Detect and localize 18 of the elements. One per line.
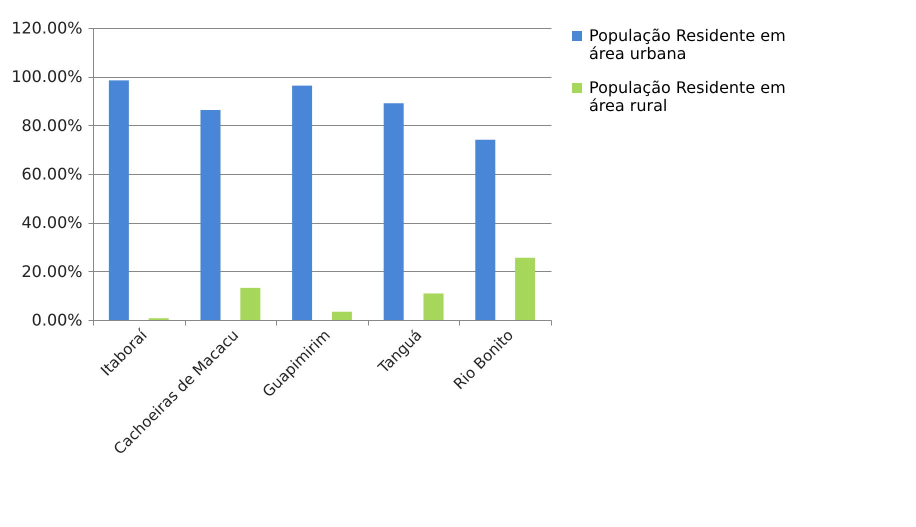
bar	[200, 110, 220, 320]
bar	[240, 288, 260, 320]
legend-label: População Residente em área rural	[589, 78, 786, 115]
bar	[332, 312, 352, 320]
bar	[108, 80, 129, 320]
bar	[515, 258, 536, 320]
y-tick-label: 100.00%	[11, 67, 82, 86]
bar	[384, 103, 404, 320]
bar	[292, 86, 312, 320]
y-tick-label: 20.00%	[21, 262, 82, 281]
bar	[424, 293, 444, 320]
y-tick-label: 60.00%	[21, 164, 82, 184]
y-tick-label: 0.00%	[32, 310, 82, 330]
y-tick-label: 120.00%	[11, 18, 82, 38]
y-tick-label: 80.00%	[21, 116, 82, 135]
bar	[475, 140, 496, 320]
y-tick-label: 40.00%	[21, 213, 82, 232]
legend-label: População Residente em área urbana	[589, 26, 786, 63]
